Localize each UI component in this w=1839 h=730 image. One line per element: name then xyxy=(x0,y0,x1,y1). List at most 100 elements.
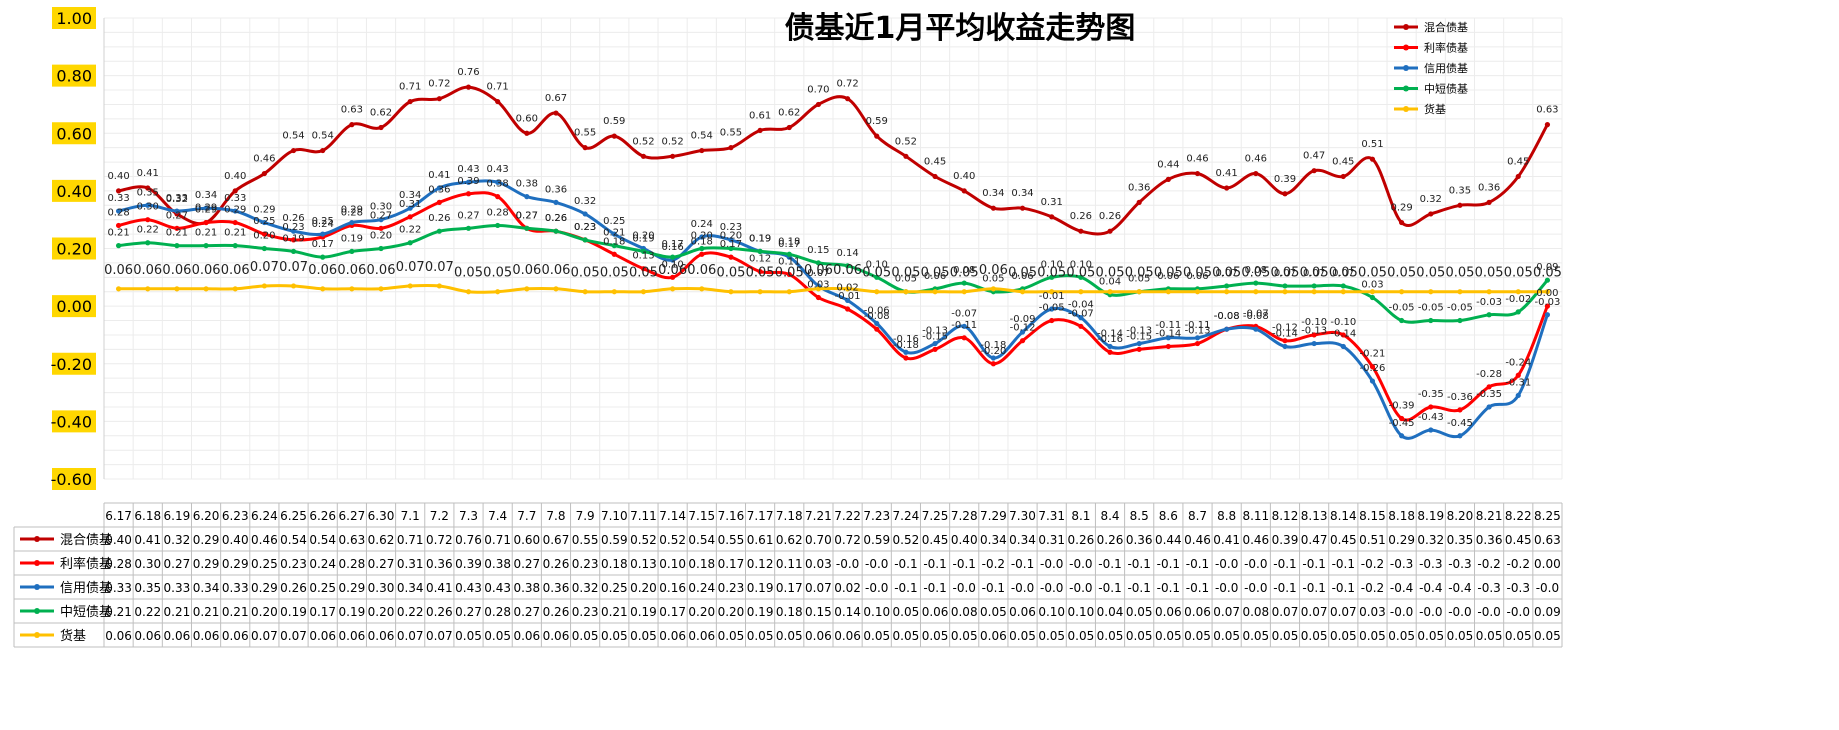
data-label: 0.54 xyxy=(312,131,334,142)
data-label: -0.28 xyxy=(1476,369,1502,380)
data-label: -0.14 xyxy=(1155,328,1181,339)
data-label: 0.39 xyxy=(1274,174,1296,185)
data-label: 0.20 xyxy=(370,231,392,242)
data-point xyxy=(903,153,909,159)
table-cell: 0.29 xyxy=(222,557,249,571)
data-point xyxy=(844,297,851,303)
data-label: 0.30 xyxy=(137,202,159,213)
table-cell: 0.05 xyxy=(1009,629,1036,643)
data-label: -0.12 xyxy=(1010,323,1036,334)
legend-marker xyxy=(1403,44,1409,51)
table-cell: 0.23 xyxy=(718,581,745,595)
x-tick-label: 8.25 xyxy=(1534,509,1561,523)
data-point xyxy=(115,286,122,292)
data-point xyxy=(1399,317,1405,324)
table-cell: 0.61 xyxy=(747,533,774,547)
data-label: -0.36 xyxy=(1447,392,1473,403)
table-legend-marker xyxy=(34,608,40,614)
table-cell: 0.36 xyxy=(1126,533,1153,547)
data-point xyxy=(1340,289,1346,295)
data-label: 0.05 xyxy=(483,266,512,281)
data-point xyxy=(320,254,326,260)
table-cell: 0.07 xyxy=(251,629,278,643)
data-label: 0.12 xyxy=(749,254,771,265)
data-label: 0.02 xyxy=(836,282,858,293)
data-point xyxy=(436,283,442,289)
table-cell: 0.07 xyxy=(1330,605,1357,619)
data-label: 0.22 xyxy=(399,225,421,236)
table-cell: 0.02 xyxy=(834,581,861,595)
table-cell: 0.19 xyxy=(630,605,657,619)
data-point xyxy=(1399,415,1405,422)
data-point xyxy=(1165,176,1171,182)
data-label: 0.05 xyxy=(1475,266,1504,281)
data-point xyxy=(1019,205,1026,211)
data-label: -0.43 xyxy=(1418,412,1444,423)
table-cell: 0.20 xyxy=(718,605,745,619)
data-point xyxy=(349,286,355,292)
table-cell: 0.36 xyxy=(426,557,453,571)
data-label: 0.40 xyxy=(953,171,975,182)
data-label: -0.05 xyxy=(1447,303,1473,314)
data-label: -0.16 xyxy=(1097,334,1123,345)
table-cell: 0.05 xyxy=(1097,629,1124,643)
data-label: 0.60 xyxy=(516,113,538,124)
data-point xyxy=(932,173,938,180)
data-point xyxy=(844,306,851,312)
data-point xyxy=(290,228,297,234)
data-label: 0.72 xyxy=(428,79,450,90)
data-label: 0.05 xyxy=(1416,266,1445,281)
data-point xyxy=(1515,173,1521,180)
table-cell: -0.0 xyxy=(865,581,888,595)
table-cell: 0.29 xyxy=(193,557,220,571)
data-point xyxy=(611,133,617,139)
data-label: -0.07 xyxy=(951,308,977,319)
data-point xyxy=(407,98,413,105)
table-cell: 0.71 xyxy=(484,533,511,547)
data-point xyxy=(174,208,180,214)
table-cell: 0.07 xyxy=(397,629,424,643)
table-cell: 0.05 xyxy=(1155,629,1182,643)
data-label: 0.45 xyxy=(924,156,946,167)
data-label: 0.06 xyxy=(192,263,221,278)
data-point xyxy=(1194,289,1201,295)
table-cell: 0.05 xyxy=(718,629,745,643)
data-point xyxy=(728,245,734,252)
table-cell: 0.05 xyxy=(1534,629,1561,643)
data-label: 0.27 xyxy=(370,210,392,221)
data-label: 0.06 xyxy=(833,263,862,278)
data-label: 0.23 xyxy=(720,222,742,233)
table-cell: 0.55 xyxy=(572,533,599,547)
data-label: 0.05 xyxy=(1533,266,1562,281)
table-cell: 0.05 xyxy=(1068,629,1095,643)
x-tick-label: 8.21 xyxy=(1476,509,1503,523)
data-point xyxy=(1486,312,1492,318)
table-cell: 0.00 xyxy=(1534,557,1561,571)
data-label: -0.35 xyxy=(1418,389,1444,400)
legend-label: 混合债基 xyxy=(1424,20,1468,34)
data-label: -0.05 xyxy=(1418,303,1444,314)
data-label: -0.35 xyxy=(1476,389,1502,400)
table-legend-marker xyxy=(34,584,40,590)
data-point xyxy=(844,286,851,292)
data-point xyxy=(115,222,122,229)
data-point xyxy=(115,208,122,214)
table-cell: -0.1 xyxy=(1273,581,1296,595)
data-label: 0.05 xyxy=(1358,266,1387,281)
table-cell: 0.06 xyxy=(309,629,336,643)
data-point xyxy=(1282,289,1288,295)
data-point xyxy=(699,251,705,257)
data-label: 0.59 xyxy=(866,116,888,127)
x-tick-label: 7.10 xyxy=(601,509,628,523)
data-label: 0.33 xyxy=(166,193,188,204)
data-label: -0.04 xyxy=(1068,300,1094,311)
data-point xyxy=(232,243,238,249)
table-cell: 0.05 xyxy=(1301,629,1328,643)
data-point xyxy=(1428,211,1434,217)
table-cell: 0.07 xyxy=(1213,605,1240,619)
table-cell: -0.1 xyxy=(923,557,946,571)
table-legend-marker xyxy=(34,536,40,542)
data-label: 0.24 xyxy=(691,219,713,230)
table-cell: 0.27 xyxy=(455,605,482,619)
data-label: 0.45 xyxy=(1332,156,1354,167)
